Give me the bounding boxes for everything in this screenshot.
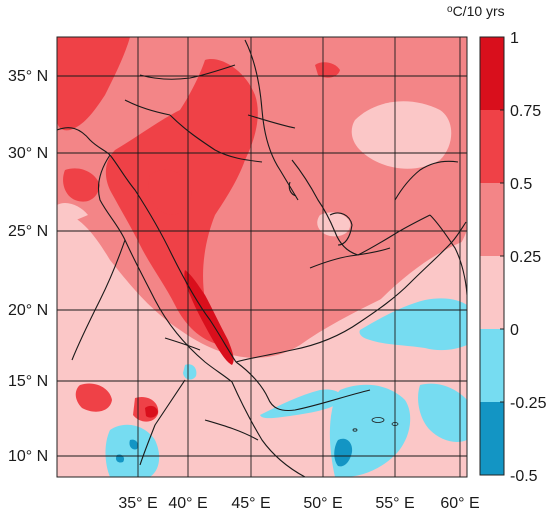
latitude-labels: 35° N 30° N 25° N 20° N 15° N 10° N — [8, 68, 48, 465]
colorbar-bin-neg0.5-neg0.25 — [480, 402, 504, 475]
lon-label-40: 40° E — [168, 495, 207, 512]
lon-label-55: 55° E — [375, 495, 414, 512]
lat-label-15: 15° N — [8, 373, 48, 390]
colorbar-unit-degree: o — [447, 4, 453, 15]
map-panel — [57, 37, 467, 477]
lat-label-30: 30° N — [8, 145, 48, 162]
colorbar-tick-1: 1 — [510, 30, 519, 47]
colorbar-tick-neg0.25: -0.25 — [510, 395, 547, 412]
lon-label-35: 35° E — [118, 495, 157, 512]
lat-label-10: 10° N — [8, 448, 48, 465]
islands — [352, 417, 399, 432]
colorbar-bin-neg0.25-0 — [480, 329, 504, 402]
lon-label-60: 60° E — [440, 495, 479, 512]
lon-label-50: 50° E — [303, 495, 342, 512]
lat-label-25: 25° N — [8, 223, 48, 240]
colorbar-tick-0.25: 0.25 — [510, 249, 541, 266]
colorbar-tick-0.5: 0.5 — [510, 176, 532, 193]
graticule — [57, 37, 467, 477]
trend-band-0.75-1 — [145, 270, 234, 418]
lon-label-45: 45° E — [231, 495, 270, 512]
colorbar-bin-0.75-1 — [480, 37, 504, 110]
country-borders — [57, 39, 467, 477]
colorbar-bin-0.25-0.5 — [480, 183, 504, 256]
trend-band-0.5-0.75 — [57, 37, 340, 422]
trend-band-neg0.5-neg0.25 — [115, 438, 353, 467]
longitude-labels: 35° E 40° E 45° E 50° E 55° E 60° E — [118, 495, 479, 512]
colorbar-bin-0.5-0.75 — [480, 110, 504, 183]
colorbar-tick-0.75: 0.75 — [510, 103, 541, 120]
colorbar-unit: oC/10 yrs — [447, 3, 505, 19]
lat-label-35: 35° N — [8, 68, 48, 85]
colorbar: 1 0.75 0.5 0.25 0 -0.25 -0.5 oC/10 yrs — [447, 3, 547, 485]
colorbar-bin-0-0.25 — [480, 256, 504, 329]
map-frame — [56, 36, 468, 478]
colorbar-unit-text: C/10 yrs — [453, 3, 505, 19]
colorbar-tick-neg0.5: -0.5 — [510, 468, 538, 485]
lat-label-20: 20° N — [8, 302, 48, 319]
colorbar-tick-0: 0 — [510, 322, 519, 339]
